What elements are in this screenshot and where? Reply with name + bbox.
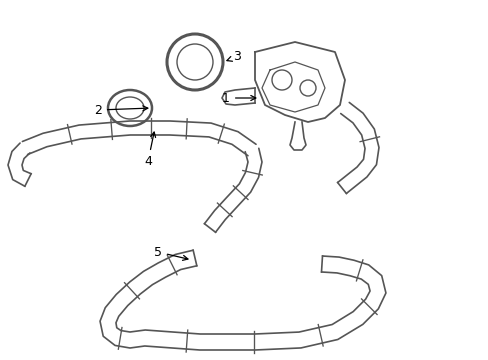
- Text: 1: 1: [222, 91, 255, 104]
- Text: 3: 3: [226, 50, 241, 63]
- Text: 4: 4: [144, 132, 155, 168]
- Text: 2: 2: [94, 104, 147, 117]
- Text: 5: 5: [154, 246, 187, 260]
